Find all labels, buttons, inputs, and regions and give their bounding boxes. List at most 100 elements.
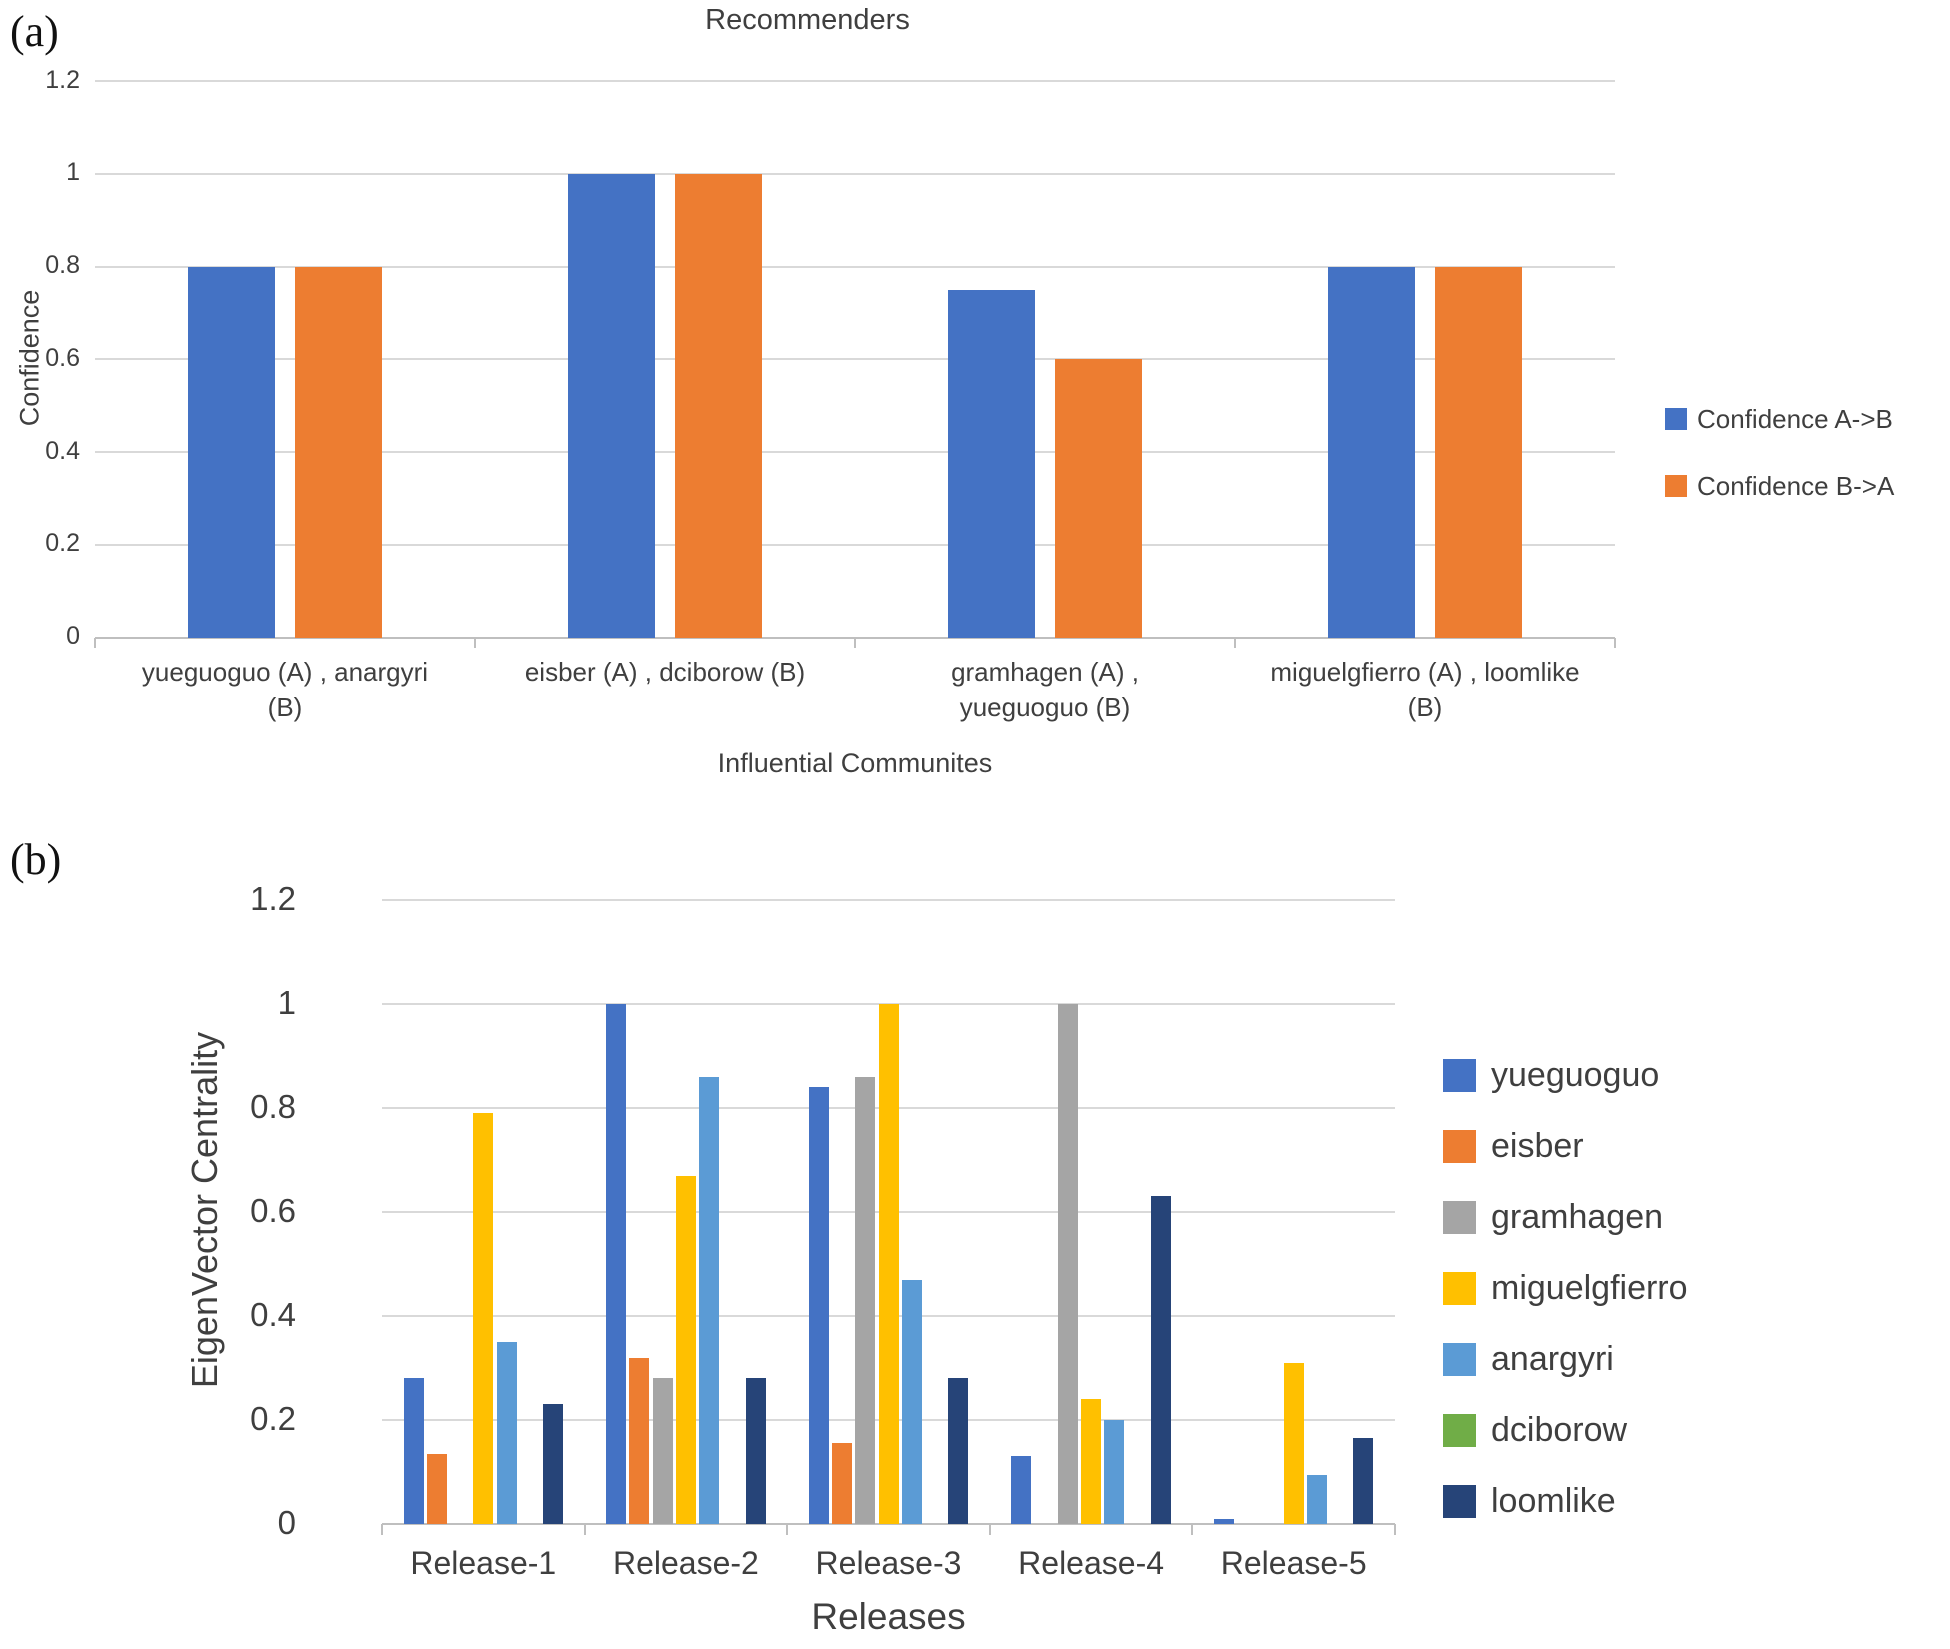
bar-yueguoguo-Release-3: [808, 1087, 829, 1524]
bar-Confidence A->B-miguelgfierro (A) , loomlike: [1328, 266, 1415, 638]
x-axis-tick: [1394, 1524, 1396, 1535]
legend-swatch-gramhagen: [1443, 1200, 1476, 1234]
category-label: Release-1: [410, 1545, 557, 1581]
category-label: yueguoguo (A) , anargyri (B): [141, 657, 429, 723]
y-tick-label: 0: [66, 622, 80, 650]
bar-yueguoguo-Release-2: [606, 1004, 627, 1524]
bar-loomlike-Release-4: [1150, 1196, 1171, 1524]
y-tick-label: 0.8: [45, 251, 80, 279]
chart-a-x-axis-title: Influential Communites: [717, 748, 993, 778]
bar-anargyri-Release-2: [699, 1076, 720, 1524]
bar-anargyri-Release-3: [901, 1279, 922, 1524]
bar-Confidence B->A-eisber (A) , dciborow (B): [675, 173, 762, 638]
bar-gramhagen-Release-4: [1057, 1004, 1078, 1524]
legend-item-eisber: eisber: [1443, 1126, 1688, 1165]
legend-label: miguelgfierro: [1491, 1268, 1688, 1307]
category-label: miguelgfierro (A) , loomlike (B): [1270, 657, 1580, 723]
chart-b-x-axis-title: Releases: [811, 1596, 966, 1637]
gridline: [95, 265, 1615, 268]
y-tick-label: 0.2: [250, 1399, 296, 1437]
y-tick-label: 1.2: [45, 65, 80, 94]
bar-gramhagen-Release-2: [652, 1378, 673, 1524]
legend-label: Confidence B->A: [1697, 470, 1895, 501]
y-tick-label: 0.2: [45, 529, 80, 558]
legend-label: dciborow: [1491, 1410, 1628, 1449]
category-label: Release-5: [1220, 1545, 1367, 1581]
y-tick-label: 1.2: [250, 879, 296, 917]
gridline: [382, 899, 1395, 901]
x-axis-tick: [1614, 637, 1616, 648]
gridline: [95, 358, 1615, 361]
bar-anargyri-Release-4: [1104, 1420, 1125, 1524]
legend-swatch-miguelgfierro: [1443, 1271, 1476, 1305]
panel-a-label: (a): [10, 7, 59, 56]
bar-miguelgfierro-Release-3: [878, 1004, 899, 1524]
x-axis-tick: [583, 1524, 586, 1535]
category-label: Release-2: [612, 1545, 759, 1581]
legend-swatch-anargyri: [1443, 1342, 1476, 1376]
legend-item-dciborow: dciborow: [1443, 1410, 1688, 1449]
y-tick-label: 0.6: [250, 1191, 296, 1229]
bar-eisber-Release-2: [629, 1357, 650, 1524]
legend-label: Confidence A->B: [1697, 403, 1893, 434]
category-label: eisber (A) , dciborow (B): [524, 657, 806, 687]
x-axis-tick: [1191, 1524, 1194, 1535]
category-label: Release-4: [1018, 1545, 1165, 1581]
legend-label: eisber: [1491, 1126, 1584, 1165]
gridline: [95, 543, 1615, 546]
bar-loomlike-Release-5: [1353, 1438, 1374, 1524]
y-tick-label: 0.8: [250, 1087, 296, 1125]
y-tick-label: 0.4: [250, 1295, 296, 1333]
legend-item-miguelgfierro: miguelgfierro: [1443, 1268, 1688, 1307]
bar-Confidence A->B-yueguoguo (A) , anargyri: [188, 266, 275, 638]
category-label: Release-3: [815, 1545, 962, 1581]
bar-anargyri-Release-1: [496, 1342, 517, 1524]
bar-Confidence A->B-gramhagen (A) ,: [948, 289, 1035, 638]
x-axis-tick: [474, 637, 476, 648]
y-tick-label: 1: [277, 983, 296, 1021]
gridline: [382, 1523, 1395, 1525]
legend-swatch-yueguoguo: [1443, 1058, 1476, 1092]
legend-item-Confidence B->A: Confidence B->A: [1665, 471, 1894, 501]
legend-swatch-Confidence A->B: [1665, 408, 1687, 430]
bar-Confidence B->A-yueguoguo (A) , anargyri: [295, 266, 382, 638]
bar-miguelgfierro-Release-1: [473, 1113, 494, 1524]
chart-a-title: Recommenders: [705, 4, 910, 36]
bar-eisber-Release-3: [832, 1443, 853, 1524]
bar-gramhagen-Release-3: [855, 1076, 876, 1524]
legend-item-loomlike: loomlike: [1443, 1481, 1688, 1520]
bar-Confidence B->A-gramhagen (A) ,: [1055, 359, 1142, 638]
y-tick-label: 0: [277, 1503, 296, 1541]
gridline: [95, 172, 1615, 175]
y-tick-label: 0.6: [45, 343, 80, 372]
chart-a-legend: Confidence A->B Confidence B->A: [1665, 404, 1894, 501]
bar-loomlike-Release-3: [948, 1378, 969, 1524]
legend-label: gramhagen: [1491, 1197, 1664, 1236]
bar-anargyri-Release-5: [1306, 1474, 1327, 1524]
bar-loomlike-Release-2: [745, 1378, 766, 1524]
bar-Confidence B->A-miguelgfierro (A) , loomlike: [1435, 266, 1522, 638]
bar-yueguoguo-Release-5: [1214, 1518, 1234, 1524]
x-axis-tick: [854, 637, 856, 648]
bar-miguelgfierro-Release-2: [675, 1175, 696, 1524]
legend-label: loomlike: [1491, 1481, 1616, 1520]
gridline: [95, 451, 1615, 453]
legend-item-Confidence A->B: Confidence A->B: [1665, 404, 1894, 434]
bar-yueguoguo-Release-1: [403, 1378, 424, 1524]
x-axis-tick: [94, 637, 96, 648]
legend-swatch-eisber: [1443, 1129, 1476, 1163]
x-axis-tick: [1234, 637, 1236, 648]
legend-label: anargyri: [1491, 1339, 1614, 1378]
legend-swatch-Confidence B->A: [1665, 475, 1687, 497]
legend-swatch-loomlike: [1443, 1484, 1476, 1518]
x-axis-tick: [988, 1524, 991, 1535]
x-axis-tick: [786, 1524, 789, 1535]
bar-miguelgfierro-Release-4: [1081, 1399, 1102, 1524]
legend-item-yueguoguo: yueguoguo: [1443, 1055, 1688, 1094]
legend-item-anargyri: anargyri: [1443, 1339, 1688, 1378]
category-label: gramhagen (A) , yueguoguo (B): [951, 657, 1139, 723]
y-tick-label: 1: [66, 158, 80, 187]
legend-label: yueguoguo: [1491, 1055, 1660, 1094]
y-tick-label: 0.4: [45, 436, 80, 465]
